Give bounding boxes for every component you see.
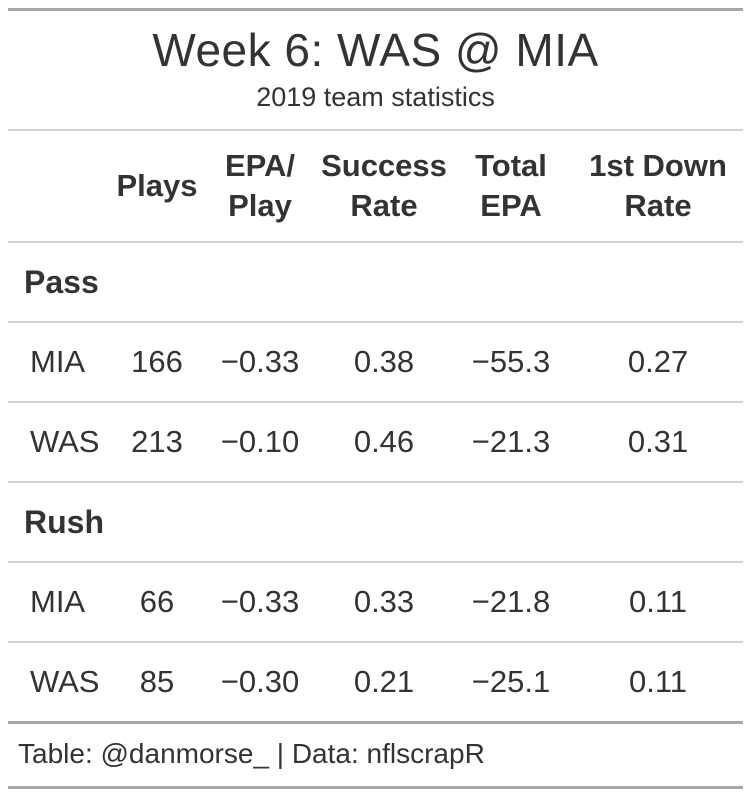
cell-first-down-rate: 0.11	[573, 562, 744, 644]
source-note-row: Table: @danmorse_ | Data: nflscrapR	[8, 722, 744, 790]
column-header-plays: Plays	[113, 130, 201, 244]
cell-total-epa: −21.3	[449, 402, 573, 484]
cell-first-down-rate: 0.11	[573, 642, 744, 725]
column-header-success-rate: Success Rate	[319, 130, 449, 244]
cell-plays: 166	[113, 322, 201, 404]
cell-total-epa: −21.8	[449, 562, 573, 644]
table-row-pass-mia: MIA 166 −0.33 0.38 −55.3 0.27	[8, 322, 744, 404]
table-subtitle: 2019 team statistics	[256, 81, 495, 112]
heading-row: Week 6: WAS @ MIA 2019 team statistics	[8, 9, 744, 132]
cell-plays: 213	[113, 402, 201, 484]
cell-total-epa: −55.3	[449, 322, 573, 404]
source-note: Table: @danmorse_ | Data: nflscrapR	[8, 722, 744, 790]
team-cell: WAS	[8, 642, 113, 725]
cell-success-rate: 0.33	[319, 562, 449, 644]
team-cell: WAS	[8, 402, 113, 484]
table-row-rush-mia: MIA 66 −0.33 0.33 −21.8 0.11	[8, 562, 744, 644]
cell-success-rate: 0.38	[319, 322, 449, 404]
cell-epa-per-play: −0.33	[201, 322, 319, 404]
column-header-row: Plays EPA/ Play Success Rate Total EPA 1…	[8, 130, 744, 244]
column-header-epa-per-play: EPA/ Play	[201, 130, 319, 244]
column-header-total-epa: Total EPA	[449, 130, 573, 244]
cell-epa-per-play: −0.30	[201, 642, 319, 725]
column-header-first-down-rate: 1st Down Rate	[573, 130, 744, 244]
table-title: Week 6: WAS @ MIA	[152, 24, 599, 76]
cell-first-down-rate: 0.31	[573, 402, 744, 484]
group-header-pass: Pass	[8, 242, 744, 324]
cell-epa-per-play: −0.33	[201, 562, 319, 644]
cell-success-rate: 0.21	[319, 642, 449, 725]
table-heading: Week 6: WAS @ MIA 2019 team statistics	[8, 9, 744, 132]
team-cell: MIA	[8, 322, 113, 404]
cell-success-rate: 0.46	[319, 402, 449, 484]
stats-table: Week 6: WAS @ MIA 2019 team statistics P…	[8, 8, 744, 790]
cell-epa-per-play: −0.10	[201, 402, 319, 484]
group-header-rush: Rush	[8, 482, 744, 564]
cell-total-epa: −25.1	[449, 642, 573, 725]
team-cell: MIA	[8, 562, 113, 644]
group-label-rush: Rush	[8, 482, 744, 564]
cell-plays: 85	[113, 642, 201, 725]
cell-first-down-rate: 0.27	[573, 322, 744, 404]
cell-plays: 66	[113, 562, 201, 644]
table-row-pass-was: WAS 213 −0.10 0.46 −21.3 0.31	[8, 402, 744, 484]
table-row-rush-was: WAS 85 −0.30 0.21 −25.1 0.11	[8, 642, 744, 725]
column-header-stub	[8, 130, 113, 244]
group-label-pass: Pass	[8, 242, 744, 324]
